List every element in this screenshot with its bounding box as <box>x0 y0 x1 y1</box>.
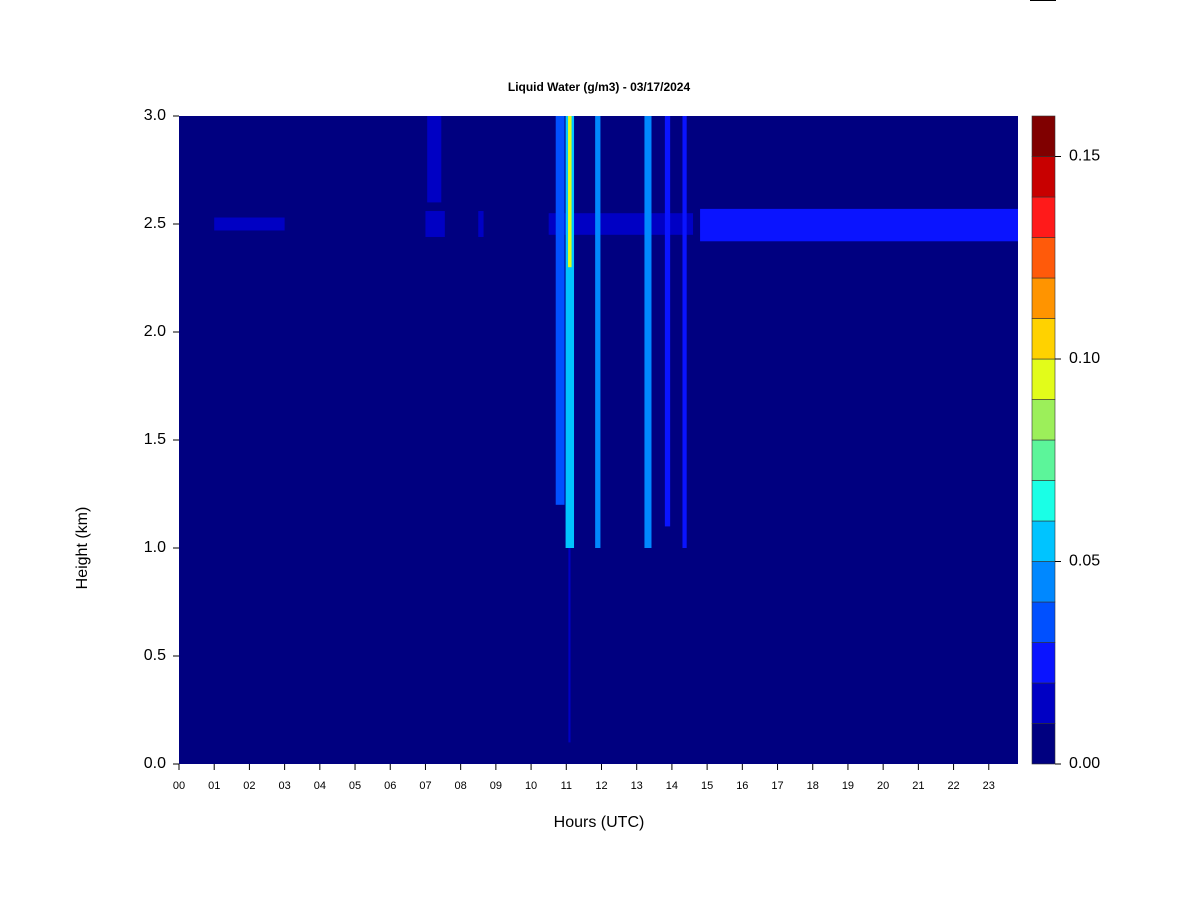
x-tick-label: 15 <box>701 780 713 792</box>
colorbar-tick-label: 0.05 <box>1069 553 1100 570</box>
x-tick-label: 06 <box>384 780 396 792</box>
heatmap-cell <box>425 211 445 237</box>
y-tick-label: 1.0 <box>144 539 166 556</box>
heatmap-cell <box>595 116 601 548</box>
x-tick-label: 14 <box>666 780 678 792</box>
colorbar-segment <box>1031 399 1056 441</box>
chart-title: Liquid Water (g/m3) - 03/17/2024 <box>508 80 691 94</box>
x-tick-label: 08 <box>455 780 467 792</box>
x-tick-label: 23 <box>983 780 995 792</box>
x-tick-label: 04 <box>314 780 326 792</box>
x-tick-label: 19 <box>842 780 854 792</box>
x-tick-label: 07 <box>419 780 431 792</box>
y-axis-label: Height (km) <box>74 507 91 590</box>
heatmap-cell <box>214 217 285 231</box>
heatmap-cell <box>427 116 442 203</box>
colorbar-segment <box>1031 196 1056 238</box>
x-tick-label: 02 <box>243 780 255 792</box>
x-tick-label: 16 <box>736 780 748 792</box>
y-tick-label: 0.5 <box>144 647 166 664</box>
x-tick-label: 21 <box>912 780 924 792</box>
x-tick-label: 17 <box>771 780 783 792</box>
y-tick-label: 3.0 <box>144 107 166 124</box>
colorbar-segment <box>1031 480 1056 522</box>
x-tick-label: 12 <box>595 780 607 792</box>
heatmap-cell <box>682 116 687 548</box>
colorbar-segment <box>1031 561 1056 603</box>
heatmap-cell <box>664 116 671 527</box>
x-tick-label: 10 <box>525 780 537 792</box>
colorbar-segment <box>1031 358 1056 400</box>
x-tick-label: 11 <box>561 780 572 792</box>
x-tick-label: 09 <box>490 780 502 792</box>
heatmap-cell <box>644 116 652 548</box>
colorbar-segment <box>1031 237 1056 279</box>
colorbar-segment <box>1031 642 1056 684</box>
x-tick-label: 05 <box>349 780 361 792</box>
heatmap-cell <box>700 208 1018 242</box>
x-tick-label: 20 <box>877 780 889 792</box>
x-tick-label: 22 <box>947 780 959 792</box>
heatmap-cell <box>568 116 572 268</box>
colorbar-segment <box>1031 723 1056 765</box>
heatmap-cell <box>548 213 694 235</box>
y-tick-label: 0.0 <box>144 755 166 772</box>
heatmap-cell <box>568 548 571 743</box>
y-tick-label: 2.0 <box>144 323 166 340</box>
x-axis-label: Hours (UTC) <box>554 814 645 831</box>
colorbar-segment <box>1031 277 1056 319</box>
colorbar-segment <box>1031 156 1056 198</box>
heatmap-cell <box>555 116 565 505</box>
colorbar-tick-label: 0.10 <box>1069 350 1100 367</box>
colorbar-tick-label: 0.00 <box>1069 755 1100 772</box>
y-tick-label: 2.5 <box>144 215 166 232</box>
colorbar-tick-label: 0.15 <box>1069 148 1100 165</box>
heatmap-cell <box>565 116 575 548</box>
colorbar-segment <box>1031 318 1056 360</box>
heatmap-cell <box>478 211 484 237</box>
colorbar-segment <box>1031 601 1056 643</box>
x-tick-label: 13 <box>631 780 643 792</box>
y-tick-label: 1.5 <box>144 431 166 448</box>
colorbar-segment <box>1031 520 1056 562</box>
x-tick-label: 03 <box>278 780 290 792</box>
colorbar-segment <box>1031 439 1056 481</box>
x-tick-label: 00 <box>173 780 185 792</box>
x-tick-label: 01 <box>208 780 220 792</box>
x-tick-label: 18 <box>807 780 819 792</box>
colorbar-segment <box>1031 682 1056 724</box>
colorbar-segment <box>1031 115 1056 157</box>
